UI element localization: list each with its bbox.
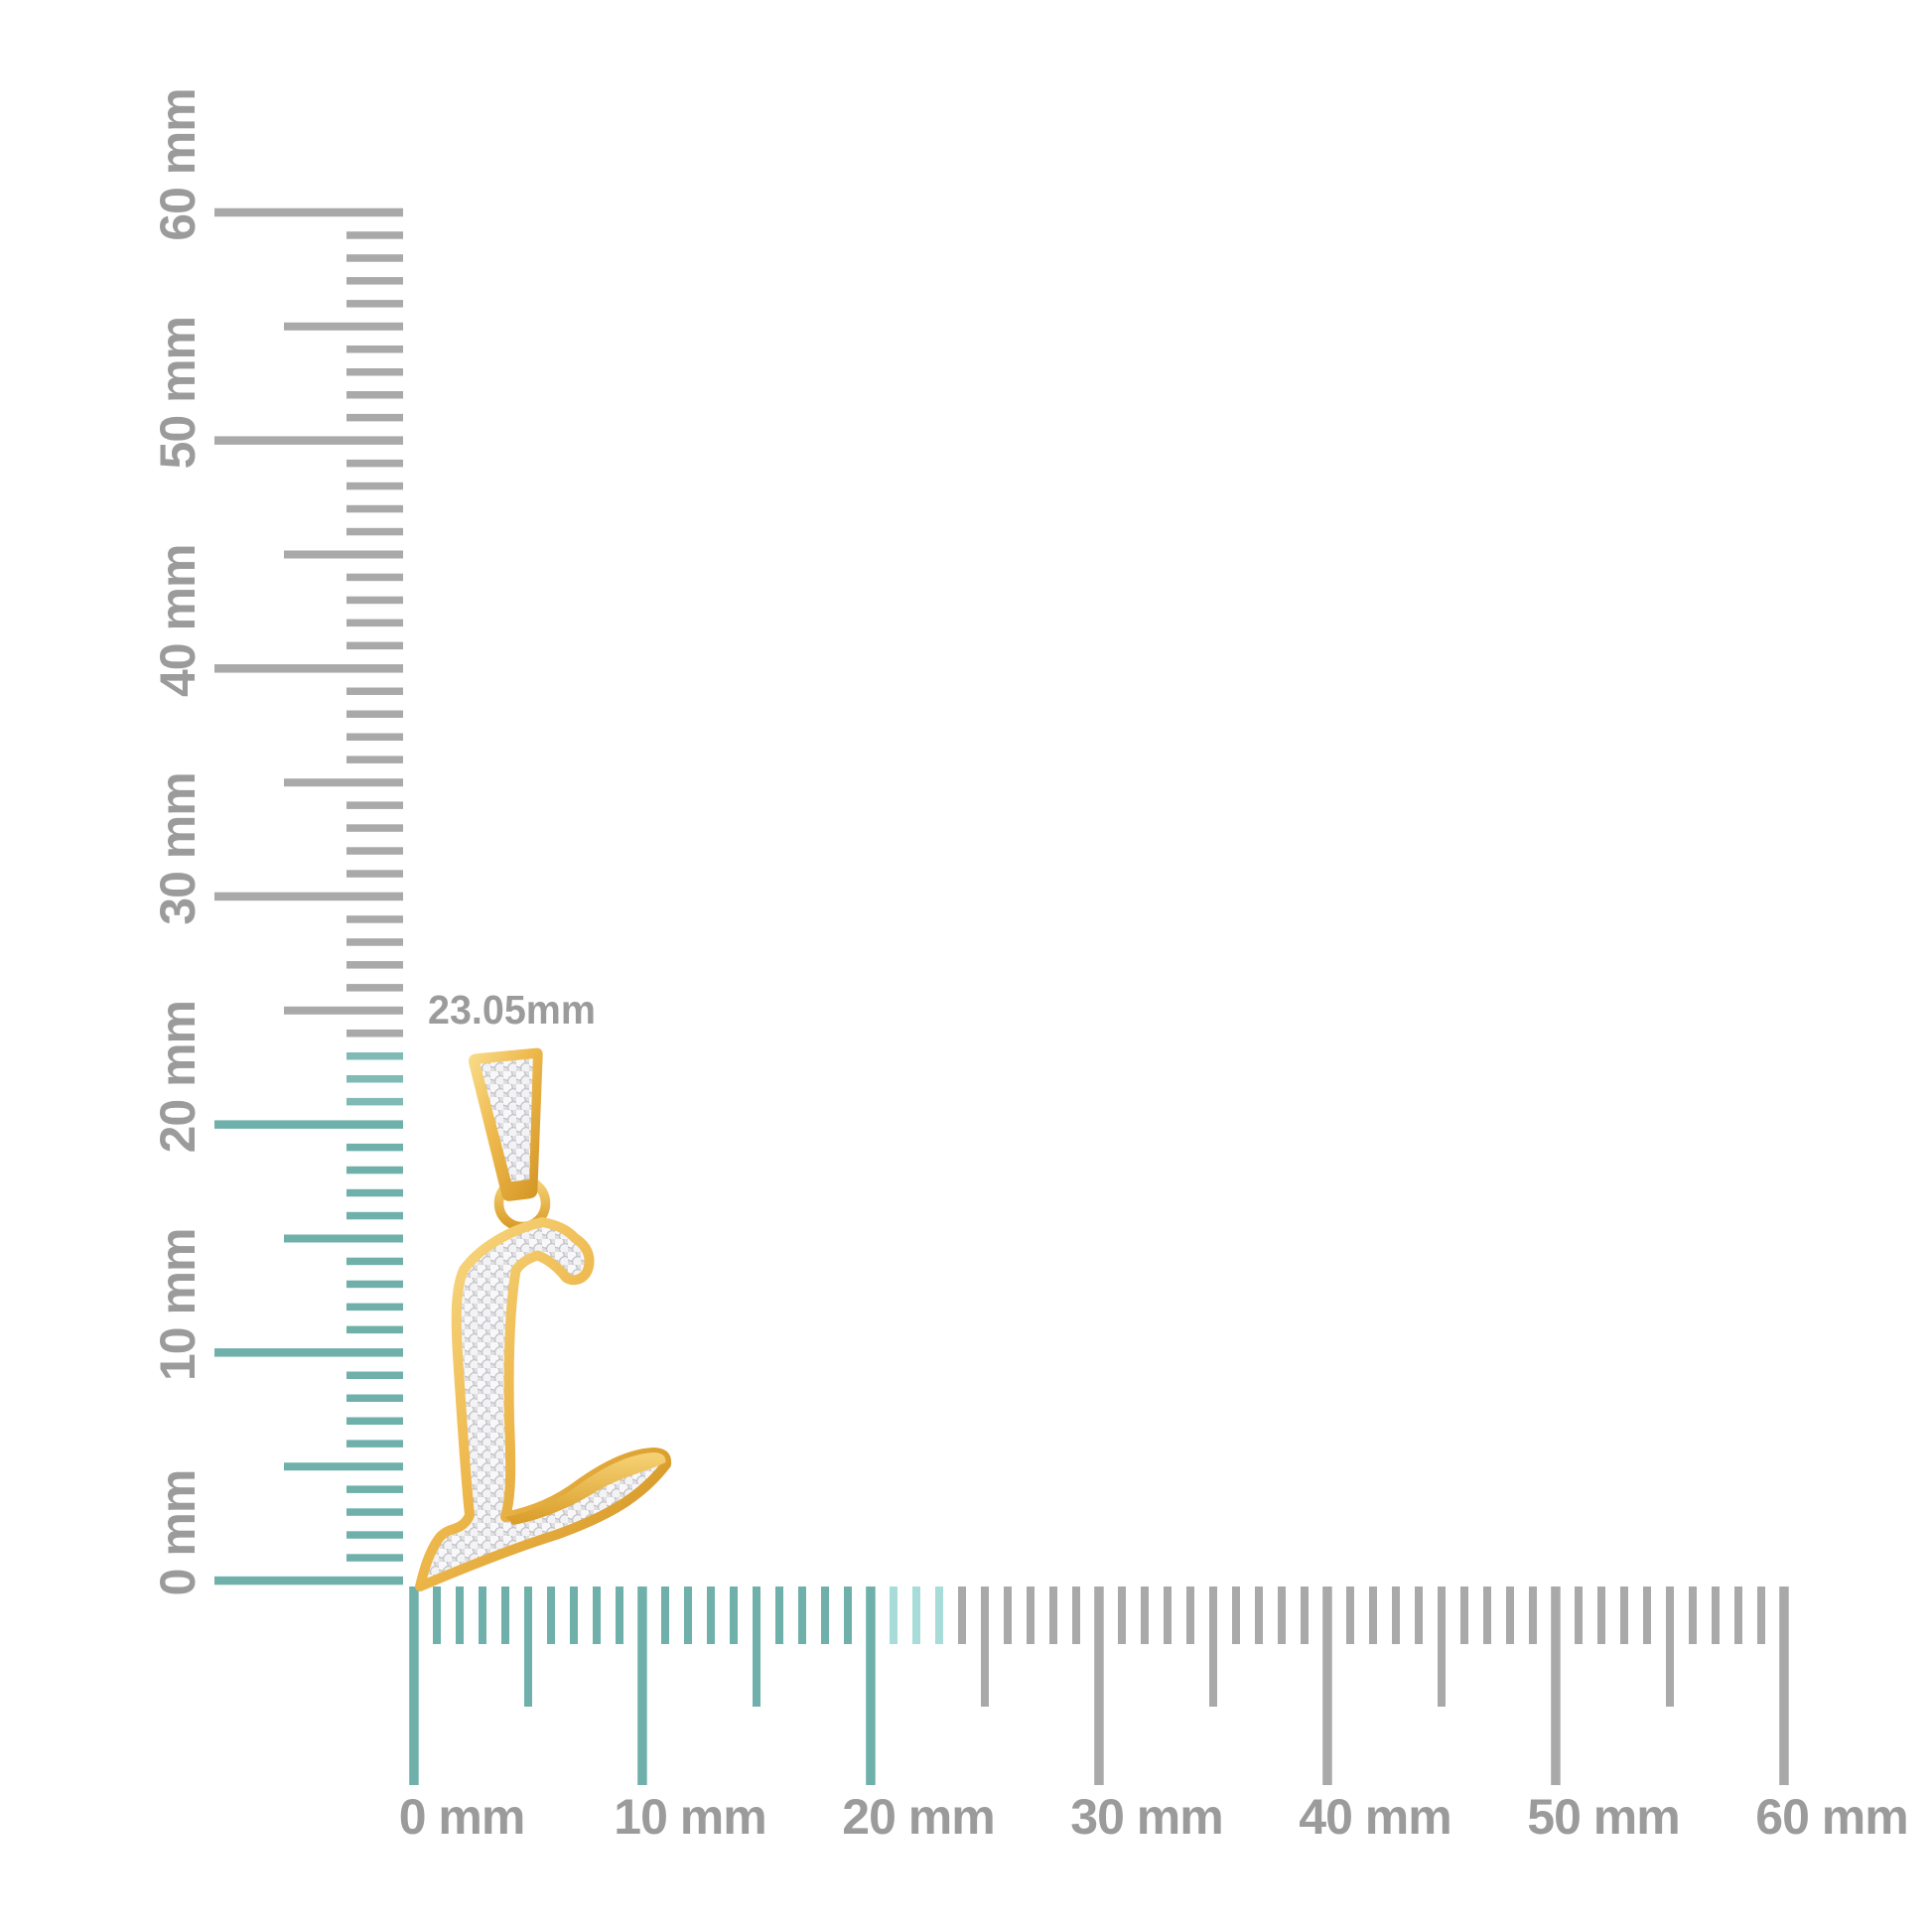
svg-text:20 mm: 20 mm [150, 1001, 206, 1153]
svg-text:30 mm: 30 mm [150, 772, 206, 924]
svg-text:60 mm: 60 mm [1755, 1789, 1907, 1845]
svg-text:60 mm: 60 mm [150, 88, 206, 240]
svg-text:50 mm: 50 mm [1527, 1789, 1679, 1845]
svg-text:10 mm: 10 mm [150, 1229, 206, 1381]
svg-text:23.05mm: 23.05mm [428, 987, 596, 1033]
svg-text:40 mm: 40 mm [150, 545, 206, 697]
svg-text:50 mm: 50 mm [150, 317, 206, 469]
svg-text:10 mm: 10 mm [614, 1789, 765, 1845]
svg-text:20 mm: 20 mm [842, 1789, 994, 1845]
svg-text:0 mm: 0 mm [399, 1789, 525, 1845]
svg-text:30 mm: 30 mm [1070, 1789, 1222, 1845]
svg-text:0 mm: 0 mm [150, 1470, 206, 1596]
svg-text:40 mm: 40 mm [1299, 1789, 1450, 1845]
